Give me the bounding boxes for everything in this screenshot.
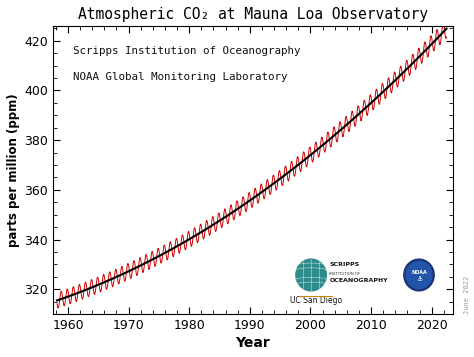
- Text: June 2022: June 2022: [464, 276, 470, 314]
- Text: NOAA Global Monitoring Laboratory: NOAA Global Monitoring Laboratory: [73, 72, 287, 82]
- Y-axis label: parts per million (ppm): parts per million (ppm): [7, 93, 20, 247]
- X-axis label: Year: Year: [236, 336, 270, 350]
- Title: Atmospheric CO₂ at Mauna Loa Observatory: Atmospheric CO₂ at Mauna Loa Observatory: [78, 7, 428, 22]
- Text: Scripps Institution of Oceanography: Scripps Institution of Oceanography: [73, 46, 301, 56]
